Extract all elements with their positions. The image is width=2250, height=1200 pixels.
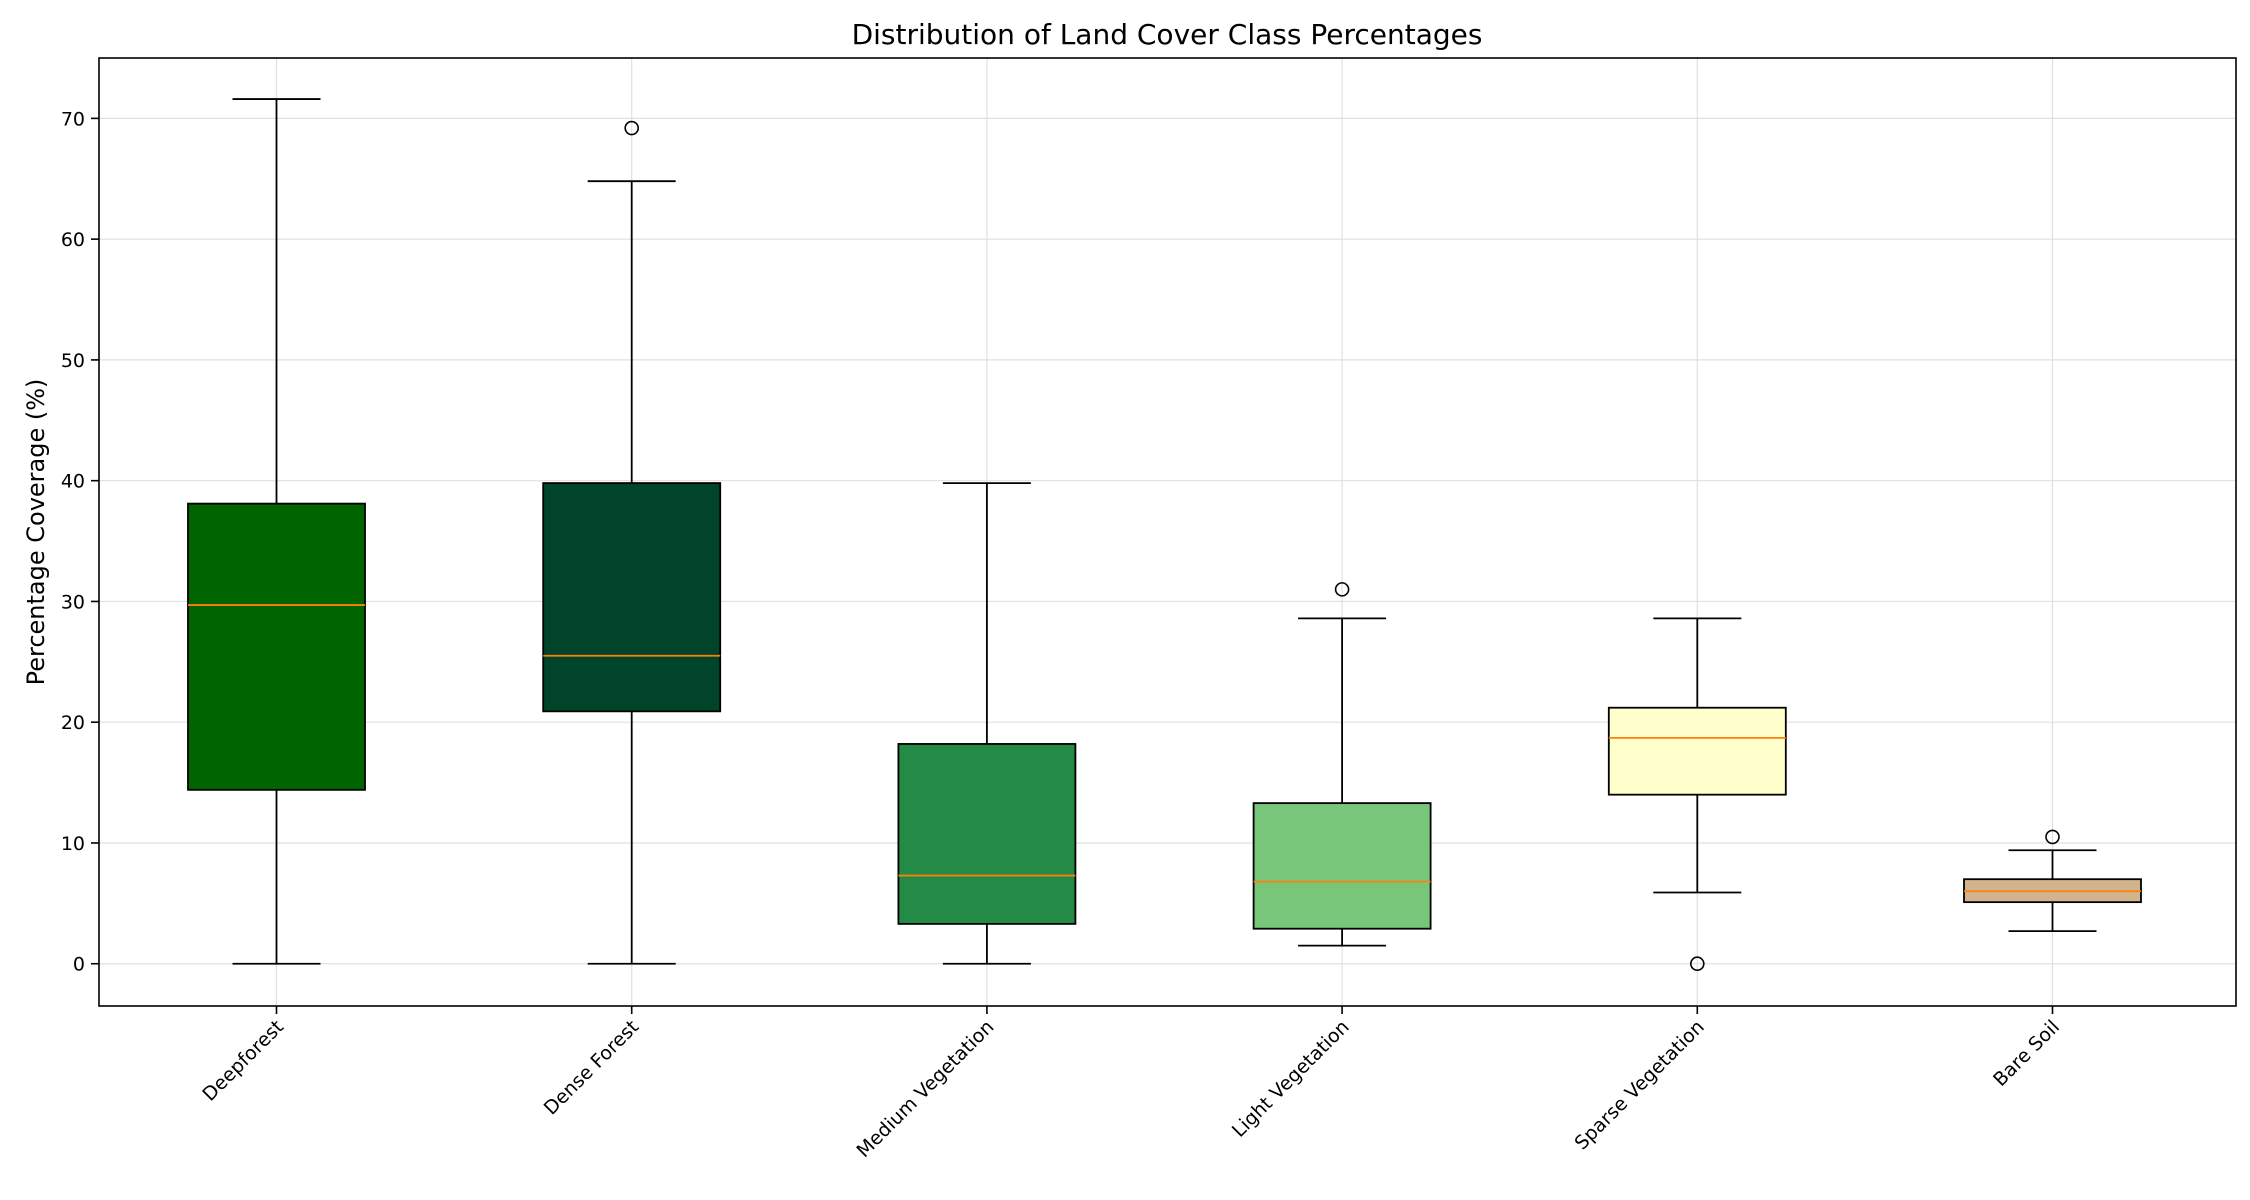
y-tick-label: 60: [61, 229, 85, 251]
y-tick-label: 20: [61, 712, 85, 734]
chart-title: Distribution of Land Cover Class Percent…: [852, 18, 1483, 51]
outlier-point: [2045, 829, 2060, 845]
box-5: [1963, 829, 2142, 933]
box-1: [542, 120, 722, 965]
plot-frame: [98, 57, 2237, 1007]
iqr-box: [897, 743, 1077, 925]
outlier-point: [1334, 582, 1350, 597]
y-tick-label: 0: [73, 954, 85, 976]
y-tick-label: 40: [61, 471, 85, 493]
y-tick-label: 10: [61, 833, 85, 855]
y-tick-label: 30: [61, 591, 85, 613]
box-0: [187, 98, 366, 965]
iqr-box: [542, 482, 722, 713]
outlier-point: [624, 120, 640, 136]
y-tick-label: 50: [61, 350, 85, 372]
box-series: [187, 98, 2142, 972]
iqr-box: [1607, 706, 1787, 796]
iqr-box: [187, 502, 366, 791]
box-2: [897, 482, 1077, 965]
iqr-box: [1252, 802, 1432, 930]
box-3: [1252, 582, 1432, 947]
y-axis-label: Percentage Coverage (%): [22, 379, 50, 686]
outlier-point: [1690, 956, 1705, 972]
box-4: [1607, 617, 1787, 972]
y-tick-label: 70: [61, 108, 85, 130]
